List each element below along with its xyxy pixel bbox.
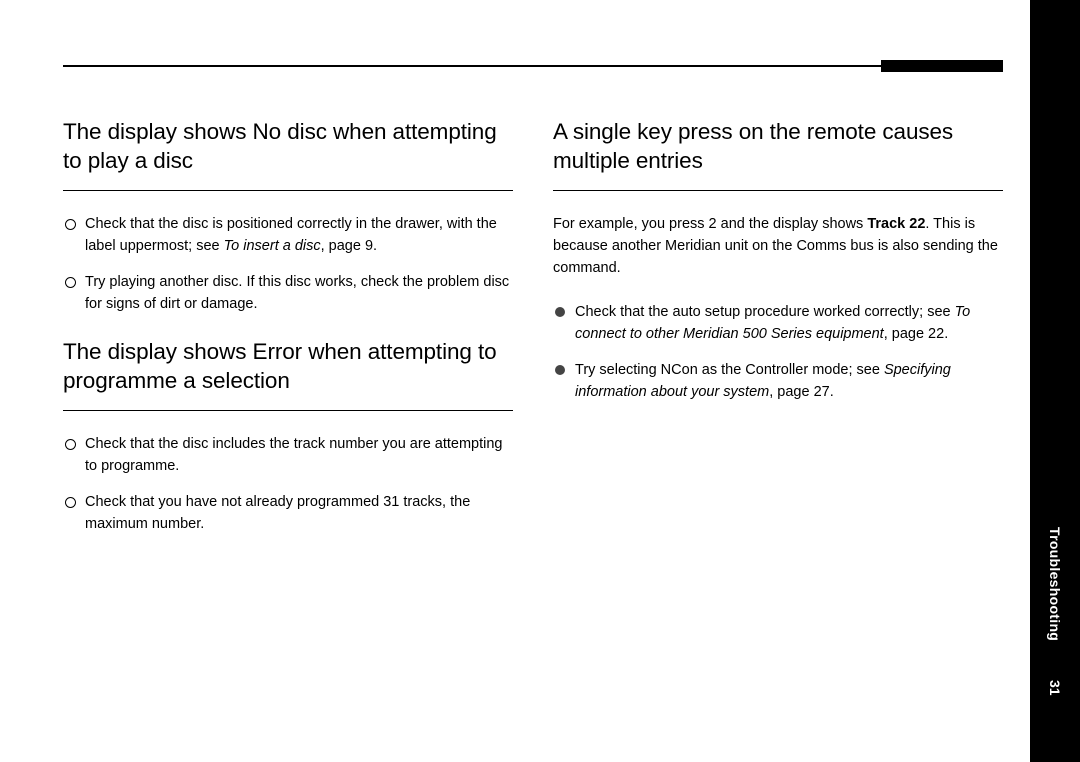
list-item: Try selecting NCon as the Controller mod…: [553, 359, 1003, 403]
text: , page 22.: [884, 326, 949, 342]
side-tab-bar: Troubleshooting 31: [1030, 0, 1080, 762]
text: Check that the disc includes the track n…: [85, 436, 503, 474]
bullet-list: Check that the disc includes the track n…: [63, 433, 513, 535]
text: , page 27.: [769, 384, 834, 400]
text: For example, you press 2 and the display…: [553, 216, 867, 232]
side-tab-label: Troubleshooting: [1047, 527, 1063, 641]
section-heading: The display shows Error when attempting …: [63, 337, 513, 411]
left-column: The display shows No disc when attemptin…: [63, 117, 513, 549]
bullet-list: Check that the disc is positioned correc…: [63, 213, 513, 315]
page-number: 31: [1047, 680, 1063, 696]
section-no-disc: The display shows No disc when attemptin…: [63, 117, 513, 315]
text: Try selecting NCon as the Controller mod…: [575, 362, 884, 378]
right-column: A single key press on the remote causes …: [553, 117, 1003, 549]
bullet-list: Check that the auto setup procedure work…: [553, 301, 1003, 403]
list-item: Check that the disc is positioned correc…: [63, 213, 513, 257]
section-remote-multiple: A single key press on the remote causes …: [553, 117, 1003, 403]
section-heading: The display shows No disc when attemptin…: [63, 117, 513, 191]
section-heading: A single key press on the remote causes …: [553, 117, 1003, 191]
list-item: Check that you have not already programm…: [63, 491, 513, 535]
text: Try playing another disc. If this disc w…: [85, 274, 509, 312]
section-error-programme: The display shows Error when attempting …: [63, 337, 513, 535]
page: Troubleshooting 31 The display shows No …: [0, 0, 1080, 762]
content-area: The display shows No disc when attemptin…: [63, 65, 1003, 549]
columns: The display shows No disc when attemptin…: [63, 117, 1003, 549]
list-item: Try playing another disc. If this disc w…: [63, 271, 513, 315]
text: Check that the auto setup procedure work…: [575, 304, 955, 320]
text-bold: Track 22: [867, 216, 925, 232]
list-item: Check that the auto setup procedure work…: [553, 301, 1003, 345]
list-item: Check that the disc includes the track n…: [63, 433, 513, 477]
text: Check that you have not already programm…: [85, 494, 470, 532]
paragraph: For example, you press 2 and the display…: [553, 213, 1003, 279]
text-italic: To insert a disc: [224, 238, 321, 254]
header-rule: [63, 65, 1003, 67]
text: , page 9.: [321, 238, 377, 254]
